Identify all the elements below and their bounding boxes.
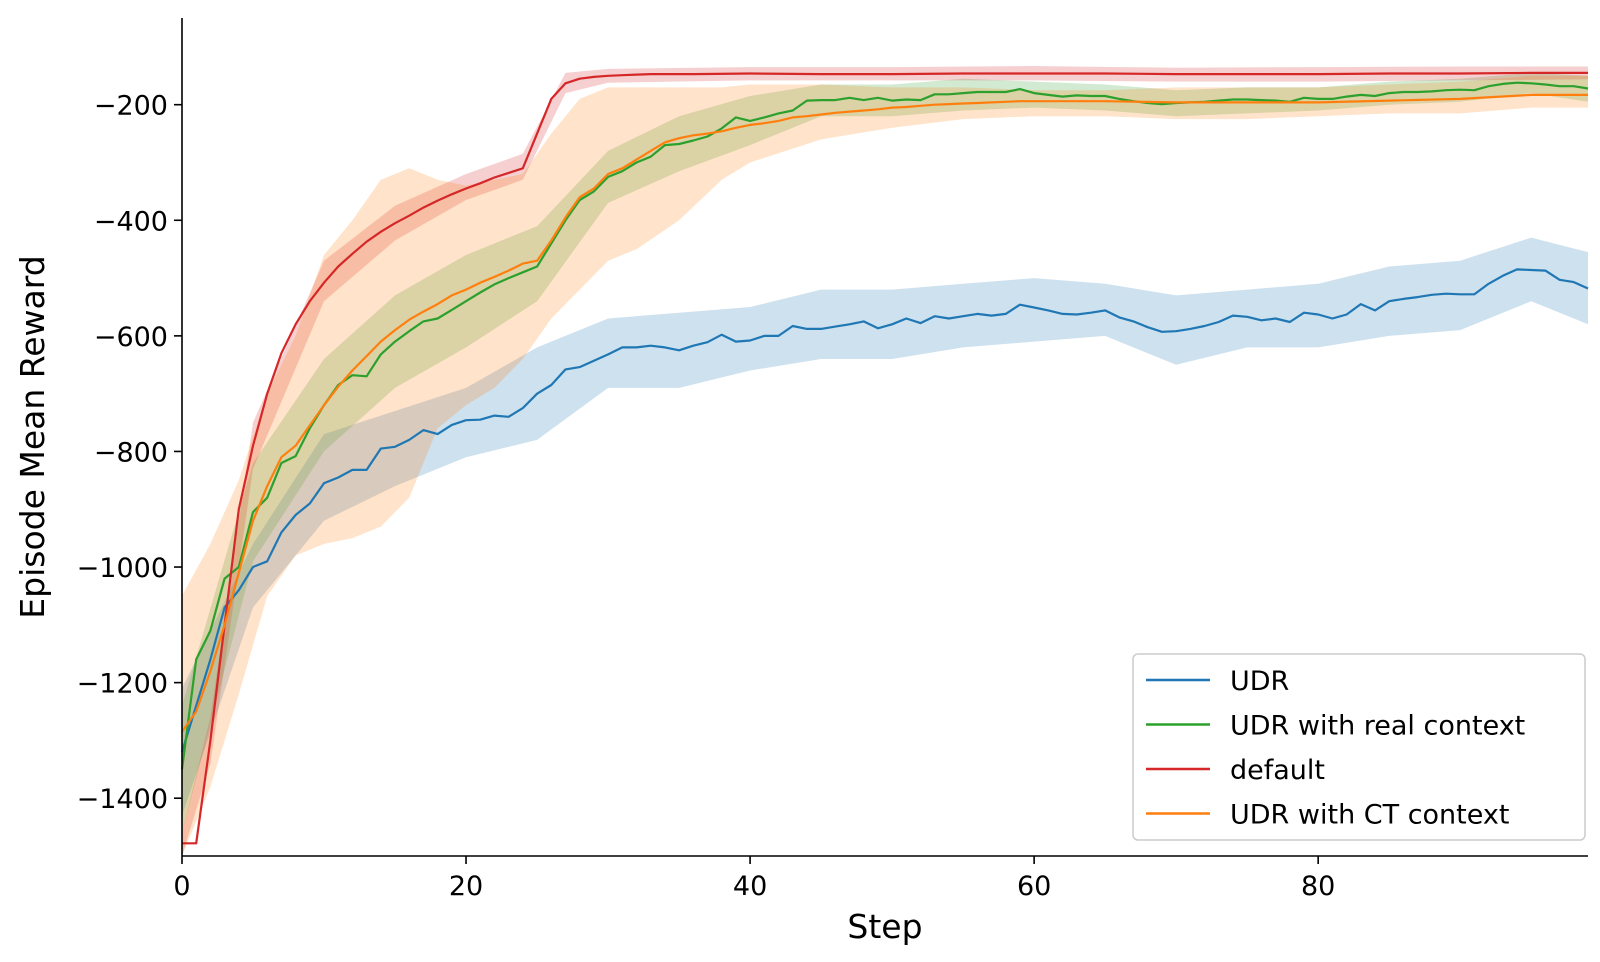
- series-line-udr-with-real-context: [180, 81, 1589, 770]
- y-tick-label: −200: [94, 91, 168, 122]
- y-tick-label: −600: [94, 322, 168, 353]
- confidence-bands: [182, 66, 1588, 857]
- y-tick-label: −400: [94, 206, 168, 237]
- series-lines: [180, 71, 1589, 845]
- band-udr-with-real-context: [182, 72, 1588, 833]
- y-axis-label: Episode Mean Reward: [13, 255, 52, 618]
- x-ticks: 0 20 40 60 80: [173, 856, 1335, 902]
- series-line-udr-with-ct-context: [181, 93, 1588, 733]
- y-ticks: −1400 −1200 −1000 −800 −600 −400 −200: [77, 91, 182, 815]
- band-udr-with-ct-context: [182, 75, 1588, 857]
- legend-label-udr-with-real-context: UDR with real context: [1230, 711, 1525, 742]
- x-axis-label: Step: [847, 907, 922, 946]
- series-line-default: [182, 71, 1588, 845]
- x-tick-label: 20: [449, 871, 483, 902]
- band-udr: [182, 237, 1588, 816]
- y-tick-label: −1000: [77, 553, 168, 584]
- y-tick-label: −800: [94, 437, 168, 468]
- legend-label-udr: UDR: [1230, 666, 1289, 697]
- y-tick-label: −1400: [77, 784, 168, 815]
- y-tick-label: −1200: [77, 669, 168, 700]
- series-line-udr: [180, 268, 1589, 753]
- x-tick-label: 80: [1301, 871, 1335, 902]
- x-tick-label: 0: [173, 871, 190, 902]
- legend-label-udr-with-ct-context: UDR with CT context: [1230, 800, 1509, 831]
- axes: [181, 18, 1588, 857]
- legend-label-default: default: [1230, 755, 1325, 786]
- x-tick-label: 40: [733, 871, 767, 902]
- x-tick-label: 60: [1017, 871, 1051, 902]
- legend: UDR UDR with real context default UDR with …: [1132, 653, 1586, 841]
- legend-frame: [1132, 653, 1586, 841]
